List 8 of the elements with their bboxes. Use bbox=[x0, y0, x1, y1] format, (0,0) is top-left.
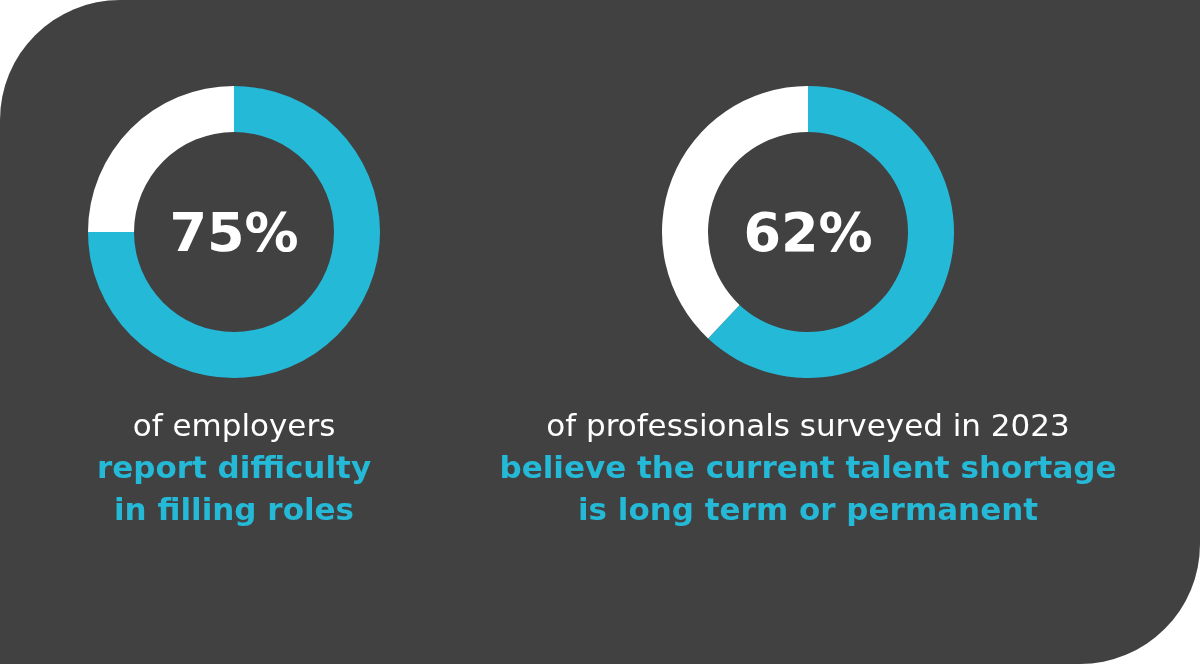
text: of professionals surveyed in 2023 bbox=[546, 407, 1070, 443]
text: believe the current talent shortage is long term or permanent bbox=[499, 449, 1117, 527]
donut-slice bbox=[88, 86, 380, 378]
data-label: 62% bbox=[743, 201, 873, 265]
donut-slice bbox=[708, 86, 954, 378]
text: of employers bbox=[132, 407, 336, 443]
data-label: 75% bbox=[169, 201, 299, 265]
text: report difficulty in filling roles bbox=[96, 449, 372, 527]
